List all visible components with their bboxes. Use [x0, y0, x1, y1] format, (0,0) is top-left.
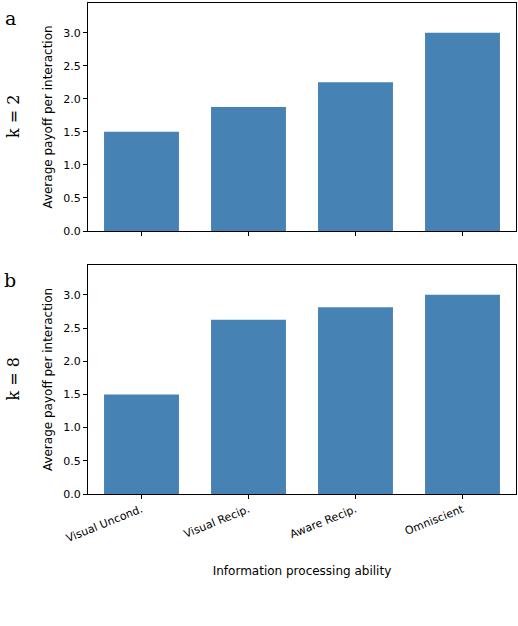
svg-text:1.5: 1.5 — [63, 388, 81, 401]
svg-text:Omniscient: Omniscient — [403, 502, 466, 538]
svg-text:0.5: 0.5 — [63, 455, 81, 468]
svg-text:b: b — [4, 269, 16, 291]
svg-text:2.5: 2.5 — [63, 60, 81, 73]
svg-text:k = 2: k = 2 — [4, 95, 23, 138]
svg-text:Information processing ability: Information processing ability — [213, 564, 392, 578]
svg-text:3.0: 3.0 — [63, 27, 81, 40]
svg-text:2.0: 2.0 — [63, 93, 81, 106]
svg-text:k = 8: k = 8 — [4, 357, 23, 400]
svg-text:Average payoff per interaction: Average payoff per interaction — [41, 288, 55, 471]
svg-text:1.5: 1.5 — [63, 126, 81, 139]
svg-text:1.0: 1.0 — [63, 159, 81, 172]
svg-text:Visual Uncond.: Visual Uncond. — [64, 503, 145, 546]
svg-text:Average payoff per interaction: Average payoff per interaction — [41, 25, 55, 208]
svg-text:Aware Recip.: Aware Recip. — [288, 503, 359, 542]
svg-text:2.5: 2.5 — [63, 322, 81, 335]
svg-text:2.0: 2.0 — [63, 355, 81, 368]
svg-text:1.0: 1.0 — [63, 421, 81, 434]
svg-text:Visual Recip.: Visual Recip. — [182, 503, 252, 541]
svg-text:a: a — [5, 7, 16, 29]
svg-text:3.0: 3.0 — [63, 289, 81, 302]
svg-text:0.5: 0.5 — [63, 192, 81, 205]
svg-text:0.0: 0.0 — [63, 225, 81, 238]
svg-text:0.0: 0.0 — [63, 488, 81, 501]
